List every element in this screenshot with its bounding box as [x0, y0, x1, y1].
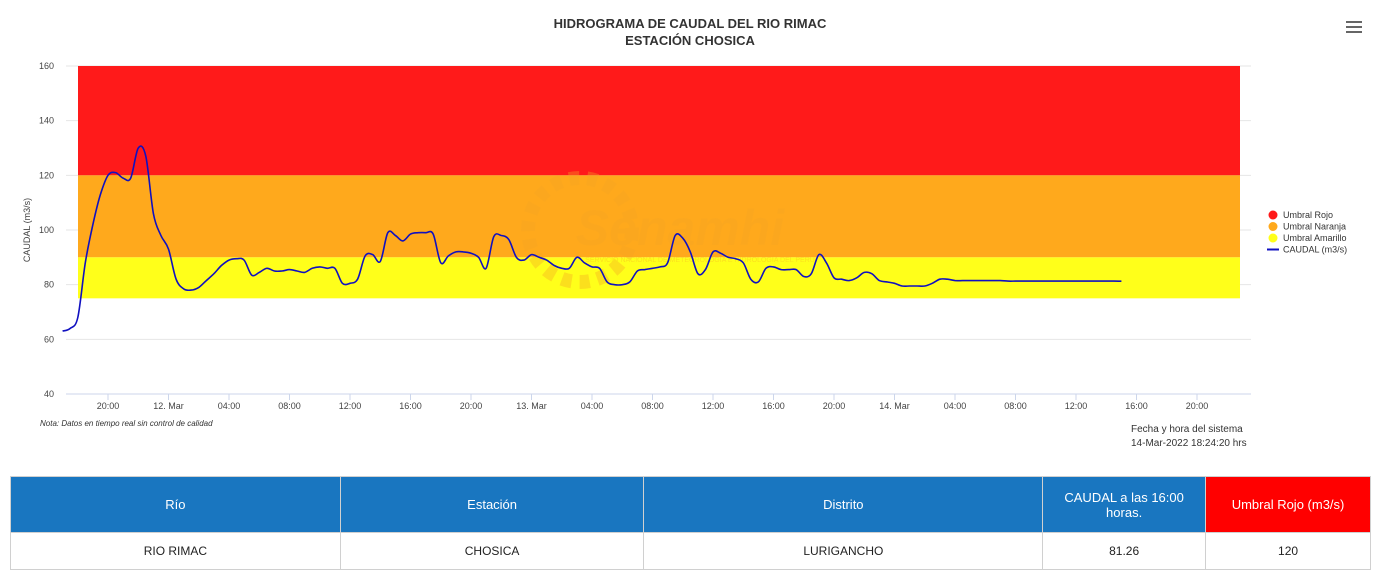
- threshold-band: [78, 66, 1240, 176]
- legend-label: Umbral Amarillo: [1283, 233, 1347, 243]
- cell-rio: RIO RIMAC: [10, 532, 341, 570]
- legend-label: Umbral Naranja: [1283, 222, 1346, 232]
- header-estacion: Estación: [339, 476, 645, 533]
- y-axis-label: CAUDAL (m3/s): [22, 198, 32, 262]
- x-tick-label: 12:00: [1065, 401, 1088, 411]
- x-tick-label: 12:00: [702, 401, 725, 411]
- table-row: RIO RIMAC CHOSICA LURIGANCHO 81.26 120: [10, 532, 1371, 570]
- x-tick-label: 16:00: [762, 401, 785, 411]
- y-tick-label: 100: [39, 225, 54, 235]
- x-tick-label: 08:00: [1004, 401, 1027, 411]
- legend-label: CAUDAL (m3/s): [1283, 245, 1347, 255]
- x-tick-label: 16:00: [399, 401, 422, 411]
- x-tick-label: 20:00: [1186, 401, 1209, 411]
- watermark-text: Senamhi: [576, 200, 786, 256]
- watermark-sun: [521, 171, 639, 289]
- y-tick-label: 120: [39, 170, 54, 180]
- system-time-value: 14-Mar-2022 18:24:20 hrs: [1131, 438, 1247, 449]
- cell-estacion: CHOSICA: [339, 532, 645, 570]
- table-header-row: Río Estación Distrito CAUDAL a las 16:00…: [10, 476, 1371, 533]
- legend-marker: [1268, 222, 1278, 231]
- x-tick-label: 13. Mar: [516, 401, 547, 411]
- legend-marker: [1268, 233, 1278, 243]
- threshold-band: [78, 175, 1240, 258]
- x-tick-label: 12:00: [339, 401, 362, 411]
- cell-caudal: 81.26: [1042, 532, 1207, 570]
- x-tick-label: 04:00: [218, 401, 241, 411]
- y-tick-label: 140: [39, 116, 54, 126]
- series-line-caudal: [62, 145, 1122, 332]
- station-table: Río Estación Distrito CAUDAL a las 16:00…: [10, 476, 1371, 570]
- chart-menu-icon[interactable]: [1343, 18, 1365, 38]
- legend-marker: [1268, 210, 1278, 220]
- cell-umbral-rojo: 120: [1205, 532, 1371, 570]
- x-tick-label: 08:00: [278, 401, 301, 411]
- y-tick-label: 60: [44, 334, 54, 344]
- x-tick-label: 04:00: [581, 401, 604, 411]
- header-caudal: CAUDAL a las 16:00 horas.: [1042, 476, 1207, 533]
- header-umbral-rojo: Umbral Rojo (m3/s): [1205, 476, 1371, 533]
- x-tick-label: 04:00: [944, 401, 967, 411]
- chart-subtitle: ESTACIÓN CHOSICA: [625, 33, 755, 48]
- x-tick-label: 14. Mar: [879, 401, 910, 411]
- cell-distrito: LURIGANCHO: [643, 532, 1044, 570]
- x-tick-label: 12. Mar: [153, 401, 184, 411]
- system-time: Fecha y hora del sistema 14-Mar-2022 18:…: [1131, 423, 1247, 451]
- quality-note: Nota: Datos en tiempo real sin control d…: [40, 419, 213, 428]
- header-distrito: Distrito: [643, 476, 1044, 533]
- y-tick-label: 160: [39, 61, 54, 71]
- system-time-label: Fecha y hora del sistema: [1131, 424, 1243, 435]
- hydrograph-chart: HIDROGRAMA DE CAUDAL DEL RIO RIMAC ESTACI…: [22, 16, 1365, 451]
- chart-title: HIDROGRAMA DE CAUDAL DEL RIO RIMAC: [554, 16, 827, 31]
- header-rio: Río: [10, 476, 341, 533]
- chart-svg: HIDROGRAMA DE CAUDAL DEL RIO RIMAC ESTACI…: [22, 16, 1347, 411]
- watermark-subtext: SERVICIO NACIONAL DE METEOROLOGÍA E HIDR…: [585, 255, 815, 264]
- x-tick-label: 20:00: [97, 401, 120, 411]
- threshold-band: [78, 257, 1240, 299]
- y-tick-label: 40: [44, 389, 54, 399]
- y-tick-label: 80: [44, 280, 54, 290]
- x-tick-label: 16:00: [1125, 401, 1148, 411]
- x-tick-label: 20:00: [823, 401, 846, 411]
- x-tick-label: 20:00: [460, 401, 483, 411]
- x-tick-label: 08:00: [641, 401, 664, 411]
- legend-label: Umbral Rojo: [1283, 210, 1333, 220]
